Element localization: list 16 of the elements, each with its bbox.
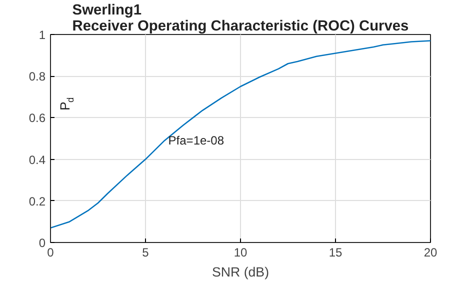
annotation: Pfa=1e-08 — [168, 134, 224, 148]
x-tick-label: 15 — [328, 246, 342, 260]
x-tick-label: 0 — [47, 246, 54, 260]
chart-title: Swerling1 Receiver Operating Characteristic (ROC) Curves — [72, 2, 409, 34]
x-axis-title: SNR (dB) — [212, 264, 270, 280]
y-tick-label: 0.4 — [28, 152, 46, 167]
y-tick-label: 0 — [38, 236, 46, 250]
x-tick-label: 10 — [234, 246, 248, 260]
line-series — [50, 40, 430, 229]
y-tick-label: 1 — [38, 28, 46, 42]
x-tick-label: 20 — [424, 246, 438, 260]
x-tick-label: 5 — [142, 246, 150, 260]
y-axis-title: Pd — [58, 97, 76, 110]
y-tick-label: 0.2 — [28, 194, 46, 208]
y-tick-label: 0.6 — [28, 111, 46, 126]
y-tick-label: 0.8 — [28, 70, 46, 84]
